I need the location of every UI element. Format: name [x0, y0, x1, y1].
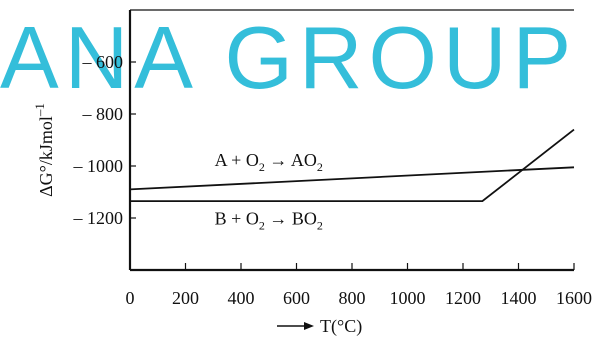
subscript: 2 [259, 219, 265, 233]
y-axis-label: ΔG°/kJmol–1 [32, 103, 56, 197]
formula-part: B + O [215, 209, 259, 229]
subscript: 2 [317, 160, 323, 174]
subscript: 2 [317, 219, 323, 233]
x-axis-label: T(°C) [320, 316, 362, 337]
x-tick-label: 0 [126, 288, 135, 308]
y-tick-label: – 1000 [73, 156, 124, 176]
x-tick-label: 1400 [501, 288, 537, 308]
axis-labels-group: T(°C) ΔG°/kJmol–1 [32, 103, 362, 337]
formula-part: A + O [215, 150, 259, 170]
y-tick-label: – 600 [82, 52, 124, 72]
x-tick-label: 800 [339, 288, 366, 308]
x-tick-label: 1600 [556, 288, 592, 308]
reaction-label-1: A + O2 → AO2 [215, 150, 323, 174]
series-line-2 [130, 128, 575, 203]
x-tick-label: 1200 [445, 288, 481, 308]
axes [128, 9, 574, 272]
x-tick-label: 200 [172, 288, 199, 308]
x-tick-label: 400 [228, 288, 255, 308]
y-tick-label: – 800 [82, 104, 124, 124]
x-tick-label: 600 [283, 288, 310, 308]
formula-part: → AO [265, 150, 317, 170]
x-tick-label: 1000 [390, 288, 426, 308]
y-axis-label-text: ΔG°/kJmol [36, 116, 56, 197]
y-tick-label: – 1200 [73, 208, 124, 228]
ticks: 0 200 400 600 800 1000 1200 1400 1600 – 600 – 800 –… [73, 52, 593, 308]
x-label-arrow-icon [304, 322, 314, 330]
series-line-1 [129, 166, 575, 191]
reaction-label-2: B + O2 → BO2 [215, 209, 323, 233]
subscript: 2 [259, 160, 265, 174]
series-group [129, 128, 575, 203]
y-axis-label-superscript: –1 [32, 103, 47, 117]
formula-part: → BO [265, 209, 317, 229]
